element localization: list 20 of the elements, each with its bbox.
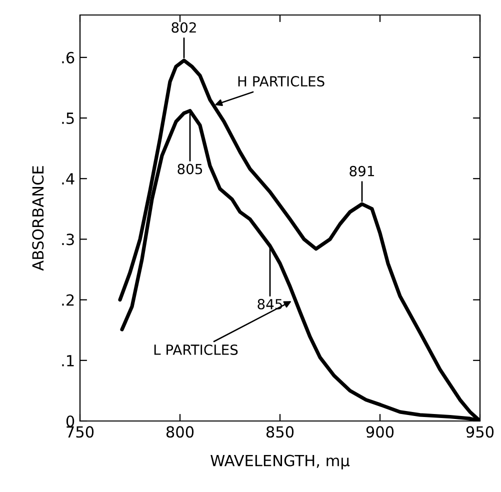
y-tick-label: .5	[62, 112, 74, 124]
y-tick-label: .1	[62, 355, 74, 366]
annotation: 891	[350, 166, 374, 176]
y-tick-label: .4	[62, 173, 74, 184]
annotation: L PARTICLES	[154, 344, 238, 355]
annotation: H PARTICLES	[238, 76, 324, 87]
y-axis-title: ABSORBANCE	[32, 166, 44, 271]
x-tick-label: 950	[466, 426, 494, 438]
x-tick-label: 900	[366, 426, 394, 438]
x-tick-label: 850	[266, 426, 294, 438]
annotation: 805	[178, 164, 202, 174]
x-tick-label: 750	[66, 426, 94, 438]
x-axis-title: WAVELENGTH, mμ	[210, 454, 350, 470]
y-tick-label: 0	[66, 415, 74, 428]
y-tick-label: .6	[62, 52, 74, 64]
annotation: 845	[258, 298, 282, 310]
annotation: 802	[172, 22, 196, 33]
y-tick-label: .3	[62, 234, 74, 246]
x-tick-label: 800	[166, 426, 194, 438]
y-tick-label: .2	[62, 294, 74, 306]
